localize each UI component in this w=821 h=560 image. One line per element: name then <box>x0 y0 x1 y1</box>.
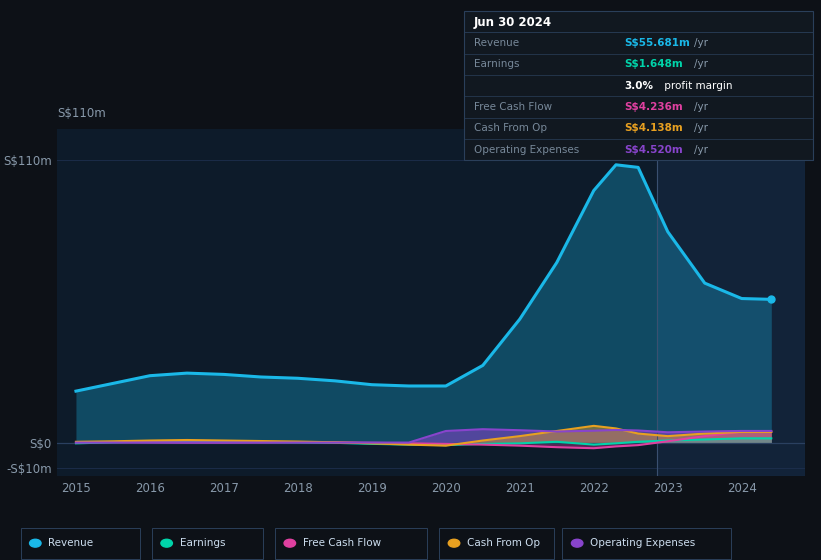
Text: S$110m: S$110m <box>57 108 106 120</box>
Text: Revenue: Revenue <box>474 38 519 48</box>
Text: Cash From Op: Cash From Op <box>474 123 547 133</box>
Text: 3.0%: 3.0% <box>624 81 653 91</box>
Text: /yr: /yr <box>694 38 708 48</box>
Text: S$55.681m: S$55.681m <box>624 38 690 48</box>
Text: Earnings: Earnings <box>180 538 225 548</box>
Text: Earnings: Earnings <box>474 59 519 69</box>
Bar <box>657 129 805 476</box>
Text: S$4.138m: S$4.138m <box>624 123 683 133</box>
Text: S$4.236m: S$4.236m <box>624 102 683 112</box>
Text: Free Cash Flow: Free Cash Flow <box>303 538 381 548</box>
Text: Revenue: Revenue <box>48 538 94 548</box>
Text: Operating Expenses: Operating Expenses <box>474 144 579 155</box>
Text: Operating Expenses: Operating Expenses <box>590 538 695 548</box>
Text: /yr: /yr <box>694 59 708 69</box>
Text: profit margin: profit margin <box>661 81 732 91</box>
Text: Jun 30 2024: Jun 30 2024 <box>474 16 552 30</box>
Text: /yr: /yr <box>694 123 708 133</box>
Text: /yr: /yr <box>694 144 708 155</box>
Text: /yr: /yr <box>694 102 708 112</box>
Text: S$4.520m: S$4.520m <box>624 144 683 155</box>
Text: Free Cash Flow: Free Cash Flow <box>474 102 552 112</box>
Text: S$1.648m: S$1.648m <box>624 59 683 69</box>
Text: Cash From Op: Cash From Op <box>467 538 540 548</box>
